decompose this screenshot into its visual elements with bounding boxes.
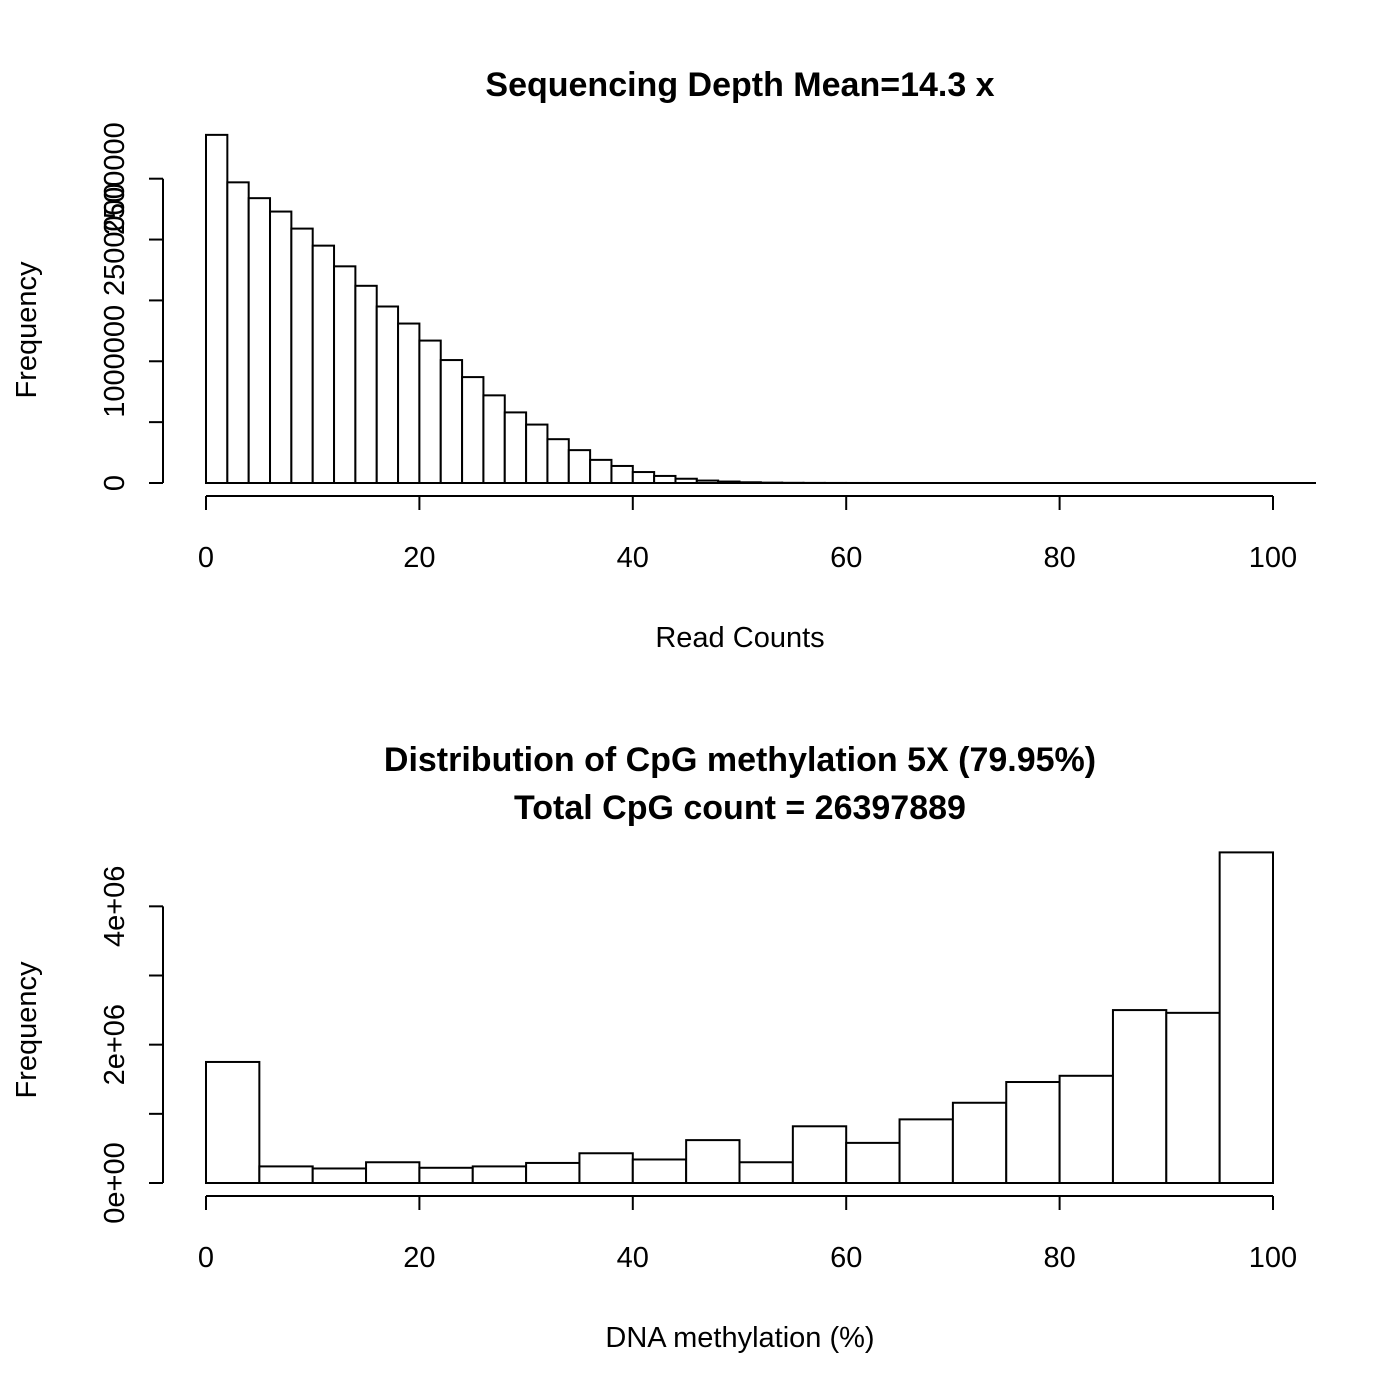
histogram-bar: [503, 411, 528, 484]
histogram-bar: [418, 339, 442, 484]
x-tick-label: 20: [403, 1242, 435, 1274]
histogram-bar: [365, 1161, 421, 1184]
histogram-bar: [1165, 1011, 1221, 1184]
x-tick-label: 100: [1249, 1242, 1297, 1274]
histogram-bar: [1005, 1081, 1061, 1185]
histogram-bar: [354, 284, 378, 484]
depth-x-axis: 0 20 40 60 80 100: [198, 495, 1297, 574]
histogram-bar: [247, 197, 272, 484]
y-tick-label: 1000000: [99, 305, 131, 418]
histogram-bar: [845, 1141, 901, 1184]
histogram-bar: [578, 1152, 634, 1184]
histogram-bar: [205, 133, 229, 485]
histogram-bar: [525, 423, 549, 485]
y-tick-label: 4e+06: [99, 866, 131, 947]
histogram-bar: [461, 376, 485, 485]
x-tick-label: 100: [1249, 542, 1297, 574]
histogram-bar: [1218, 851, 1275, 1185]
methylation-histogram: Distribution of CpG methylation 5X (79.9…: [11, 741, 1297, 1354]
methylation-x-axis: 0 20 40 60 80 100: [198, 1195, 1297, 1274]
x-tick-label: 20: [403, 542, 435, 574]
x-tick-label: 80: [1043, 1242, 1075, 1274]
y-tick-label: 2500000: [99, 122, 131, 235]
y-tick-label: 2500000: [99, 183, 131, 296]
x-tick-label: 0: [198, 1242, 214, 1274]
histogram-bar: [546, 438, 570, 485]
histogram-bar: [631, 471, 656, 485]
depth-y-axis-label: Frequency: [11, 261, 43, 399]
x-tick-label: 60: [830, 542, 862, 574]
y-tick-label: 0e+00: [99, 1142, 131, 1223]
histogram-bar: [567, 449, 592, 485]
histogram-bar: [269, 210, 293, 484]
histogram-bar: [226, 181, 250, 485]
histogram-bar: [471, 1165, 528, 1185]
y-tick-label: 2e+06: [99, 1004, 131, 1085]
methylation-chart-title-line2: Total CpG count = 26397889: [514, 789, 966, 827]
histogram-bar: [258, 1165, 314, 1185]
histogram-bar: [1058, 1074, 1114, 1184]
histogram-bar: [311, 1167, 368, 1184]
depth-histogram: Sequencing Depth Mean=14.3 x Read Counts…: [11, 66, 1316, 654]
histogram-bar: [311, 244, 336, 484]
methylation-chart-title-line1: Distribution of CpG methylation 5X (79.9…: [384, 741, 1096, 779]
histogram-bar: [685, 1139, 741, 1185]
histogram-bar: [333, 265, 357, 484]
histogram-bar: [951, 1101, 1008, 1185]
histogram-bar: [791, 1125, 848, 1184]
histogram-bar: [397, 322, 421, 484]
histogram-bar: [589, 458, 613, 484]
depth-bars: [205, 133, 1316, 485]
x-tick-label: 80: [1043, 542, 1075, 574]
histogram-bar: [610, 464, 634, 484]
histogram-bar: [898, 1118, 954, 1185]
histogram-bar: [738, 1161, 794, 1184]
histogram-bar: [631, 1158, 688, 1184]
depth-chart-title: Sequencing Depth Mean=14.3 x: [485, 66, 994, 104]
methylation-bars: [205, 851, 1275, 1185]
x-tick-label: 60: [830, 1242, 862, 1274]
histogram-bar: [439, 359, 464, 484]
histogram-bar: [653, 474, 677, 485]
y-tick-label: 0: [99, 475, 131, 491]
histogram-bar: [290, 227, 314, 484]
x-tick-label: 40: [617, 1242, 649, 1274]
histogram-bar: [375, 305, 400, 484]
histogram-bar: [1111, 1009, 1168, 1184]
x-tick-label: 40: [617, 542, 649, 574]
x-tick-label: 0: [198, 542, 214, 574]
histogram-bar: [482, 394, 506, 484]
methylation-y-axis: 0e+00 2e+06 4e+06: [99, 866, 164, 1224]
depth-x-axis-label: Read Counts: [655, 622, 824, 654]
methylation-x-axis-label: DNA methylation (%): [605, 1322, 874, 1354]
histogram-bar: [205, 1060, 261, 1185]
histogram-bar: [525, 1161, 581, 1184]
methylation-y-axis-label: Frequency: [11, 961, 43, 1099]
histogram-bar: [418, 1166, 474, 1184]
